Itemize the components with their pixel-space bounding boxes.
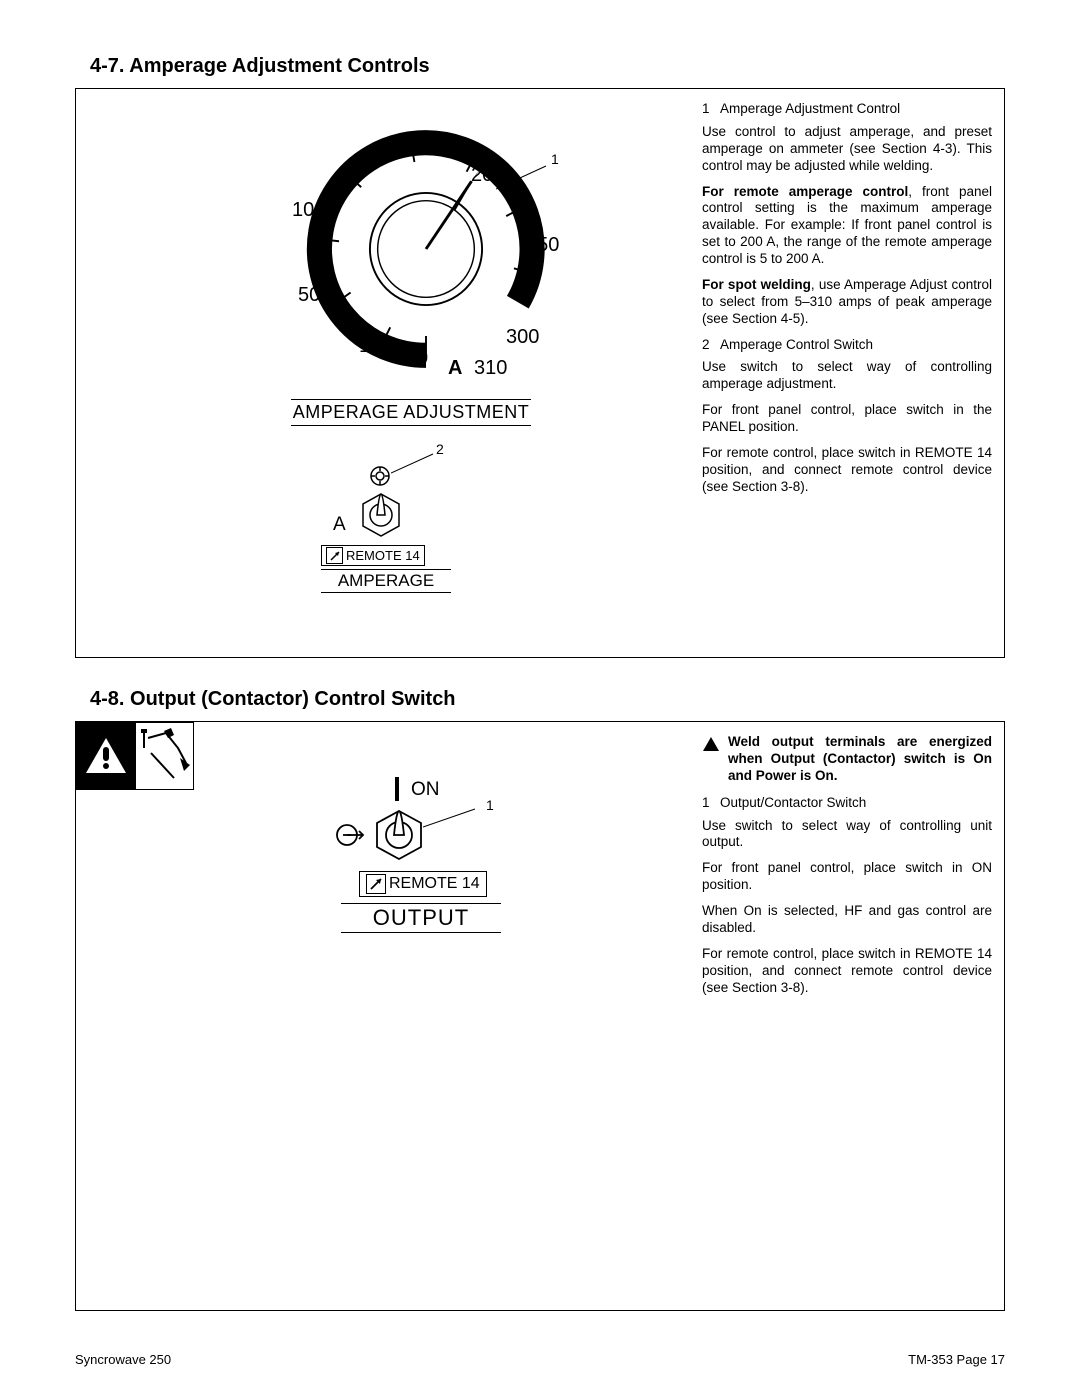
dial-tick-300: 300 [506, 326, 539, 349]
para-b1: Use switch to select way of controlling … [702, 818, 992, 852]
callout-1: 1 [551, 151, 559, 167]
para-b4: For remote control, place switch in REMO… [702, 946, 992, 997]
item-b1-label: 1 Output/Contactor Switch [702, 795, 992, 812]
item-2-text: Amperage Control Switch [720, 337, 873, 354]
footer-left: Syncrowave 250 [75, 1352, 171, 1367]
para-3: For spot welding, use Amperage Adjust co… [702, 277, 992, 328]
para-1: Use control to adjust amperage, and pres… [702, 124, 992, 175]
item-1-label: 1 Amperage Adjustment Control [702, 101, 992, 118]
figure-box-47: 0 10 50 100 150 200 250 300 310 A 1 AMPE… [75, 88, 1005, 658]
dial-tick-0: 0 [417, 347, 428, 370]
output-panel-label: OUTPUT [341, 903, 501, 933]
toggle-hex-icon [357, 491, 405, 539]
callout-2: 2 [436, 441, 444, 457]
amperage-panel-label: AMPERAGE [321, 569, 451, 593]
warning-triangle-small-icon [702, 736, 720, 752]
text-column-47: 1 Amperage Adjustment Control Use contro… [702, 101, 992, 505]
para-3-bold: For spot welding [702, 277, 811, 292]
on-tick [395, 777, 399, 801]
para-6: For remote control, place switch in REMO… [702, 445, 992, 496]
diagram-47: 0 10 50 100 150 200 250 300 310 A 1 AMPE… [76, 89, 636, 657]
toggle-hex-icon-b [371, 807, 427, 863]
warning-text-row: Weld output terminals are energized when… [702, 734, 992, 785]
section-heading-47: 4-7. Amperage Adjustment Controls [90, 55, 1005, 78]
arrow-icon [326, 547, 343, 564]
item-b1-text: Output/Contactor Switch [720, 795, 866, 812]
callout-line-b1 [423, 805, 483, 830]
remote-14-box-b: REMOTE 14 [359, 871, 487, 897]
output-symbol-icon [335, 822, 365, 848]
page-footer: Syncrowave 250 TM-353 Page 17 [75, 1352, 1005, 1367]
callout-line-1 [496, 161, 556, 191]
dial-tick-10: 10 [359, 335, 381, 358]
dial-unit: A [448, 357, 462, 380]
arrow-icon-b [366, 874, 386, 894]
text-column-48: Weld output terminals are energized when… [702, 734, 992, 1005]
remote-14-text-b: REMOTE 14 [389, 875, 480, 893]
callout-b1: 1 [486, 797, 494, 813]
callout-line-2 [391, 451, 441, 476]
dial-tick-310: 310 [474, 357, 507, 380]
item-2-label: 2 Amperage Control Switch [702, 337, 992, 354]
footer-right: TM-353 Page 17 [908, 1352, 1005, 1367]
item-1-num: 1 [702, 101, 720, 118]
item-b1-num: 1 [702, 795, 720, 812]
remote-14-text-a: REMOTE 14 [346, 548, 420, 563]
para-5: For front panel control, place switch in… [702, 402, 992, 436]
switch-unit-a: A [333, 514, 346, 536]
warning-text: Weld output terminals are energized when… [728, 734, 992, 785]
dial-tick-50: 50 [298, 284, 320, 307]
dial-tick-250: 250 [526, 234, 559, 257]
amperage-adjustment-label: AMPERAGE ADJUSTMENT [291, 399, 531, 426]
figure-box-48: ON 1 REMOTE [75, 721, 1005, 1311]
para-b3: When On is selected, HF and gas control … [702, 903, 992, 937]
para-2: For remote amperage control, front panel… [702, 184, 992, 268]
panel-symbol-icon [369, 465, 391, 487]
para-b2: For front panel control, place switch in… [702, 860, 992, 894]
para-4: Use switch to select way of controlling … [702, 359, 992, 393]
on-label: ON [411, 779, 440, 801]
remote-14-box-a: REMOTE 14 [321, 545, 425, 566]
item-2-num: 2 [702, 337, 720, 354]
para-2-bold: For remote amperage control [702, 184, 908, 199]
section-heading-48: 4-8. Output (Contactor) Control Switch [90, 688, 1005, 711]
dial-tick-100: 100 [292, 199, 325, 222]
diagram-48: ON 1 REMOTE [76, 722, 636, 1310]
item-1-text: Amperage Adjustment Control [720, 101, 900, 118]
dial-tick-150: 150 [372, 139, 405, 162]
